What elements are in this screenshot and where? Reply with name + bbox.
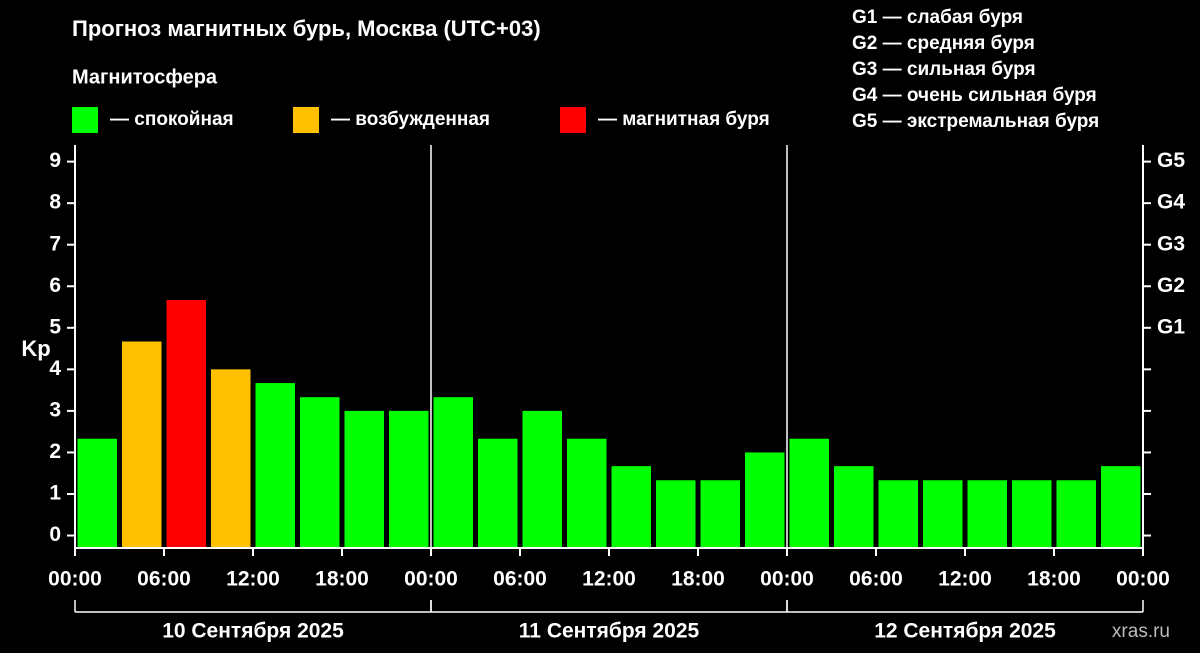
bar bbox=[255, 383, 295, 548]
bar bbox=[923, 480, 963, 548]
y-tick-label: 7 bbox=[49, 232, 61, 255]
day-label: 10 Сентября 2025 bbox=[162, 620, 344, 643]
g-level: G1 — слабая буря bbox=[852, 7, 1023, 28]
bar bbox=[211, 369, 251, 548]
y-axis-label: Kp bbox=[21, 336, 50, 361]
bar bbox=[300, 397, 340, 548]
x-tick-label: 00:00 bbox=[404, 568, 458, 591]
bar bbox=[967, 480, 1007, 548]
y2-tick-label: G2 bbox=[1157, 274, 1185, 297]
bar bbox=[433, 397, 473, 548]
bar bbox=[1012, 480, 1052, 548]
bar bbox=[1101, 466, 1141, 548]
bar bbox=[611, 466, 651, 548]
x-tick-label: 18:00 bbox=[671, 568, 725, 591]
x-tick-label: 00:00 bbox=[1116, 568, 1170, 591]
g-level: G4 — очень сильная буря bbox=[852, 85, 1097, 106]
y-tick-label: 4 bbox=[49, 357, 61, 380]
x-tick-label: 18:00 bbox=[315, 568, 369, 591]
bar bbox=[878, 480, 918, 548]
x-tick-label: 18:00 bbox=[1027, 568, 1081, 591]
legend-label: — спокойная bbox=[110, 109, 234, 130]
x-tick-label: 06:00 bbox=[849, 568, 903, 591]
x-tick-label: 06:00 bbox=[493, 568, 547, 591]
y2-tick-label: G5 bbox=[1157, 149, 1185, 172]
day-label: 12 Сентября 2025 bbox=[874, 620, 1056, 643]
x-tick-label: 00:00 bbox=[760, 568, 814, 591]
legend-title: Магнитосфера bbox=[72, 66, 218, 88]
bar bbox=[77, 438, 117, 548]
chart-title: Прогноз магнитных бурь, Москва (UTC+03) bbox=[72, 16, 541, 41]
legend-swatch bbox=[72, 107, 98, 133]
bar bbox=[834, 466, 874, 548]
bar bbox=[478, 438, 518, 548]
legend-label: — возбужденная bbox=[331, 109, 490, 130]
y-tick-label: 5 bbox=[49, 315, 61, 338]
bar bbox=[1056, 480, 1096, 548]
y-tick-label: 2 bbox=[49, 440, 61, 463]
day-label: 11 Сентября 2025 bbox=[519, 620, 700, 643]
watermark: xras.ru bbox=[1112, 621, 1170, 642]
y2-tick-label: G4 bbox=[1157, 191, 1185, 214]
g-level: G2 — средняя буря bbox=[852, 33, 1035, 54]
y-tick-label: 1 bbox=[49, 482, 61, 505]
y-tick-label: 3 bbox=[49, 398, 61, 421]
bar bbox=[122, 341, 162, 548]
bar bbox=[344, 410, 384, 548]
x-tick-label: 12:00 bbox=[938, 568, 992, 591]
y-tick-label: 0 bbox=[49, 523, 61, 546]
bar bbox=[700, 480, 740, 548]
legend-swatch bbox=[560, 107, 586, 133]
legend-swatch bbox=[293, 107, 319, 133]
legend-label: — магнитная буря bbox=[598, 109, 770, 130]
g-level: G3 — сильная буря bbox=[852, 59, 1036, 80]
y-tick-label: 6 bbox=[49, 274, 61, 297]
y2-tick-label: G3 bbox=[1157, 232, 1185, 255]
bar bbox=[789, 438, 829, 548]
y-tick-label: 9 bbox=[49, 149, 61, 172]
y2-tick-label: G1 bbox=[1157, 315, 1185, 338]
x-tick-label: 06:00 bbox=[137, 568, 191, 591]
g-level: G5 — экстремальная буря bbox=[852, 111, 1099, 132]
bar bbox=[166, 299, 206, 548]
bar bbox=[567, 438, 607, 548]
bar bbox=[656, 480, 696, 548]
x-tick-label: 00:00 bbox=[48, 568, 102, 591]
bar bbox=[389, 410, 429, 548]
y-tick-label: 8 bbox=[49, 191, 61, 214]
x-tick-label: 12:00 bbox=[226, 568, 280, 591]
bar bbox=[522, 410, 562, 548]
bar bbox=[745, 452, 785, 548]
x-tick-label: 12:00 bbox=[582, 568, 636, 591]
